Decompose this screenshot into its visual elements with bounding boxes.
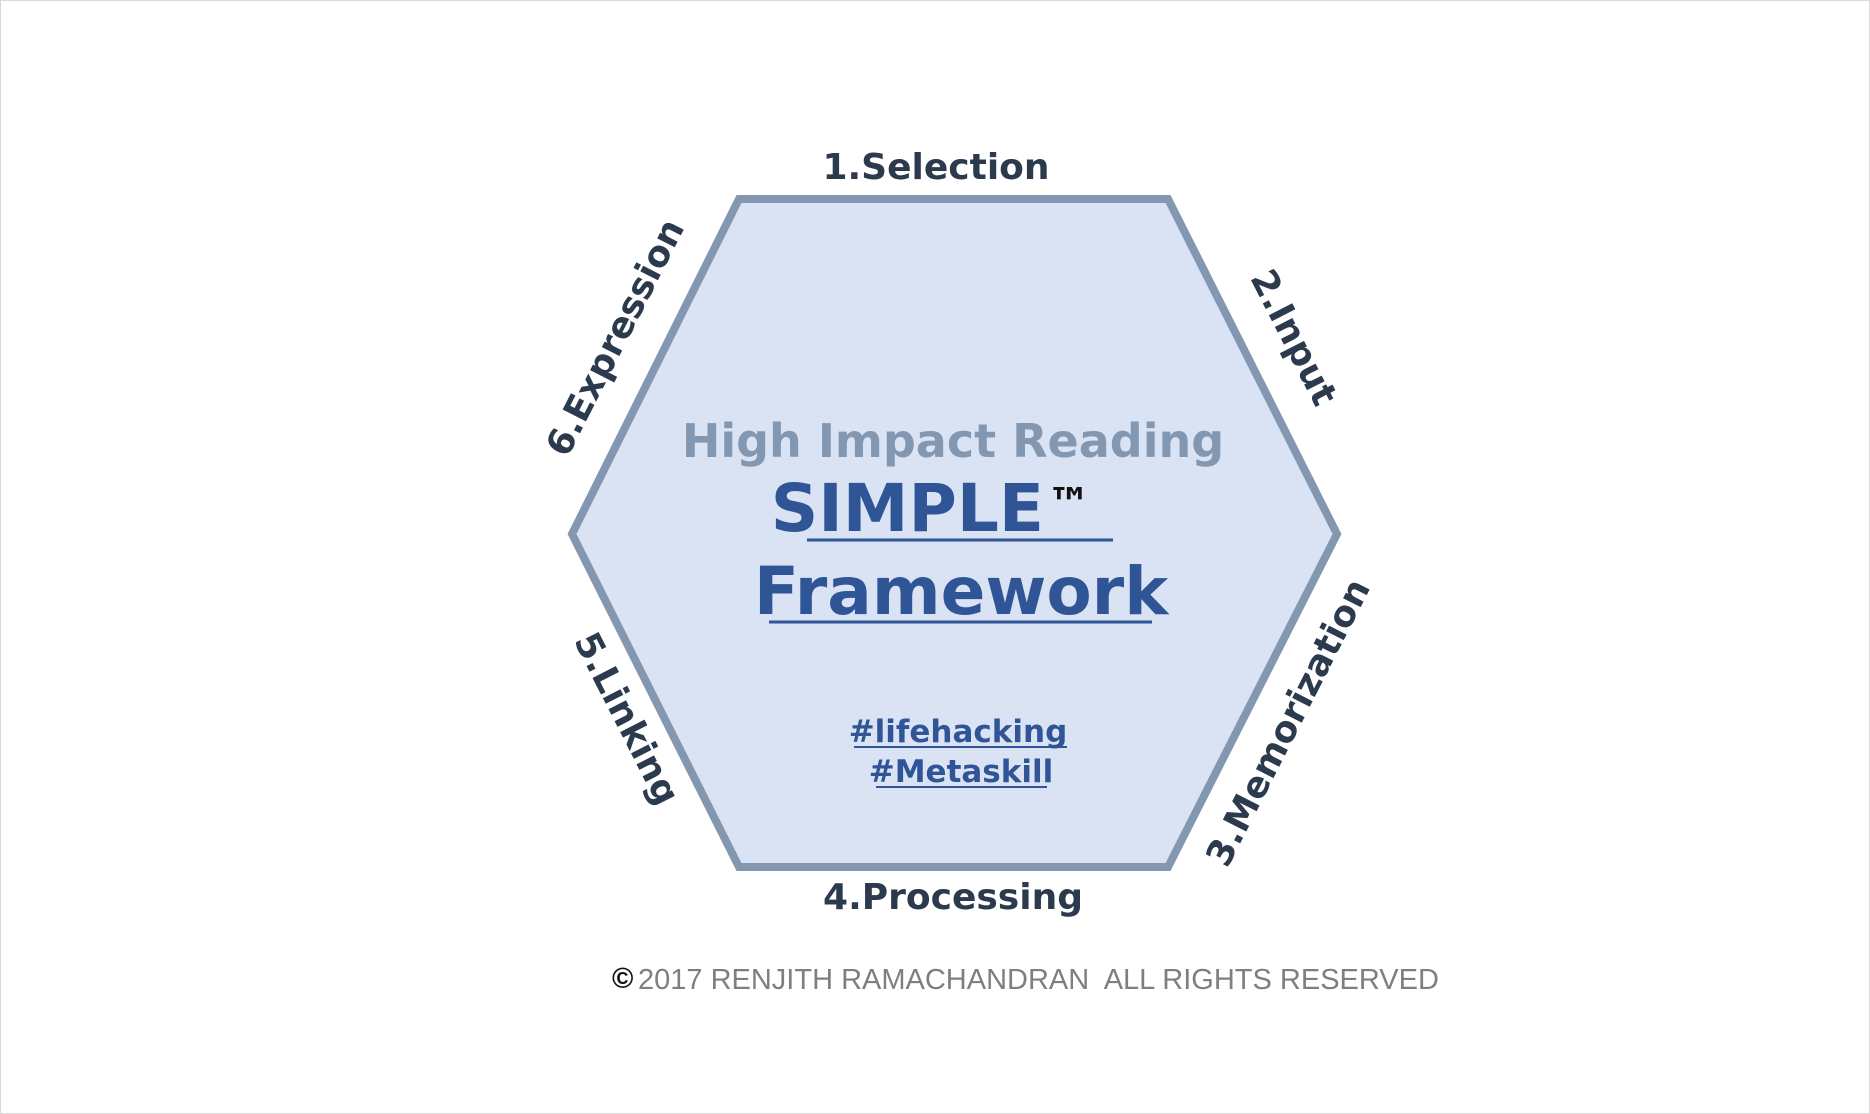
- copyright-text: 2017 RENJITH RAMACHANDRAN ALL RIGHTS RES…: [638, 964, 1439, 996]
- title-simple: SIMPLE: [771, 470, 1044, 547]
- hashtag-lifehacking[interactable]: #lifehacking: [849, 714, 1068, 750]
- diagram-subtitle: High Impact Reading: [682, 414, 1224, 468]
- step-label-processing: 4.Processing: [823, 877, 1083, 918]
- step-label-selection: 1.Selection: [822, 147, 1049, 188]
- hexagon: [567, 195, 1342, 871]
- trademark-symbol: ™: [1047, 479, 1091, 530]
- copyright-symbol: ©: [612, 963, 633, 995]
- title-framework: Framework: [754, 553, 1170, 630]
- hashtag-metaskill[interactable]: #Metaskill: [869, 754, 1054, 790]
